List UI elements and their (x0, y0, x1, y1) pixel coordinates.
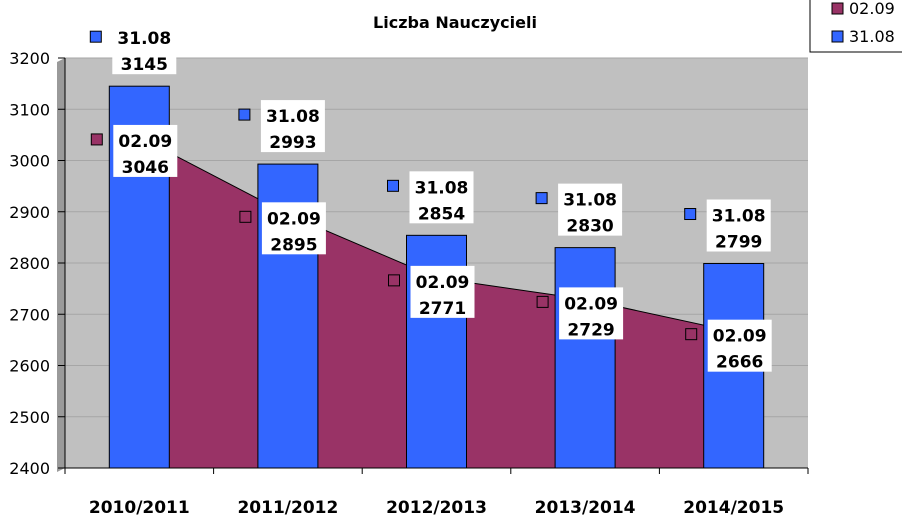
data-label-marker (684, 208, 697, 221)
x-tick-label: 2012/2013 (386, 498, 487, 516)
data-label-marker (238, 108, 251, 121)
legend-box (809, 0, 902, 53)
data-label-marker (536, 295, 549, 308)
data-label-marker (535, 192, 548, 205)
data-label-box (112, 22, 177, 75)
data-label-box (410, 265, 475, 318)
data-label-31-08: 31.08 2799 (684, 199, 771, 253)
data-label-value: 2895 (270, 235, 317, 255)
data-label-marker (387, 179, 399, 192)
data-label-box (409, 171, 474, 224)
chart-legend: 02.09 31.08 (809, 0, 902, 53)
data-label-series: 02.09 (267, 209, 321, 229)
y-tick-label: 2800 (9, 254, 50, 273)
data-label-series: 02.09 (564, 294, 618, 314)
data-label-value: 2799 (715, 233, 762, 253)
data-label-02-09: 02.09 2729 (536, 287, 624, 340)
data-label-series: 31.08 (266, 107, 320, 127)
data-label-series: 31.08 (415, 178, 469, 198)
data-label-02-09: 02.09 2895 (239, 202, 326, 255)
legend-swatch (831, 30, 844, 43)
x-tick-label: 2011/2012 (237, 498, 338, 516)
data-label-value: 2729 (567, 320, 614, 340)
data-label-marker (89, 30, 102, 43)
bar-31-08 (554, 247, 616, 469)
y-tick-label: 2600 (9, 357, 50, 376)
data-label-box (261, 202, 326, 255)
data-label-value: 3046 (122, 158, 169, 178)
data-label-series: 31.08 (117, 29, 171, 49)
data-label-marker (239, 210, 252, 223)
data-label-value: 3145 (121, 55, 168, 75)
y-tick-label: 3100 (9, 100, 50, 119)
legend-label: 31.08 (849, 27, 895, 46)
data-label-value: 2666 (716, 353, 763, 373)
data-label-series: 02.09 (713, 327, 767, 347)
x-tick-label: 2010/2011 (89, 498, 190, 516)
data-label-31-08: 31.08 2854 (387, 171, 474, 224)
data-label-31-08: 31.08 2830 (535, 183, 623, 237)
legend-label: 02.09 (849, 0, 895, 18)
data-label-box (558, 183, 623, 236)
data-label-marker (90, 133, 103, 146)
y-tick-label: 2400 (9, 459, 50, 478)
data-label-value: 2830 (566, 217, 613, 237)
y-tick-label: 2500 (9, 408, 50, 427)
data-label-02-09: 02.09 2666 (685, 319, 772, 373)
data-label-marker (685, 328, 698, 341)
data-label-box (113, 124, 178, 177)
x-tick-label: 2014/2015 (683, 498, 784, 516)
data-label-series: 31.08 (563, 191, 617, 211)
chart-title: Liczba Nauczycieli (373, 13, 537, 32)
y-tick-label: 3200 (9, 49, 50, 68)
x-tick-label: 2013/2014 (535, 498, 636, 516)
data-label-series: 31.08 (712, 207, 766, 227)
data-label-box (260, 100, 325, 153)
data-label-31-08: 31.08 3145 (89, 22, 177, 75)
y-tick-label: 2900 (9, 203, 50, 222)
data-label-box (559, 287, 624, 340)
legend-swatch (831, 2, 844, 15)
data-label-31-08: 31.08 2993 (238, 100, 325, 153)
data-label-value: 2771 (419, 299, 466, 319)
data-label-value: 2854 (418, 204, 465, 224)
y-tick-label: 2700 (9, 305, 50, 324)
data-label-box (707, 319, 772, 372)
data-label-series: 02.09 (416, 273, 470, 293)
plot-side-wall (57, 58, 65, 472)
data-label-marker (388, 274, 400, 287)
data-label-series: 02.09 (118, 132, 172, 152)
data-label-02-09: 02.09 3046 (90, 124, 178, 178)
y-tick-label: 3000 (9, 152, 50, 171)
data-label-02-09: 02.09 2771 (388, 265, 475, 319)
data-label-value: 2993 (269, 133, 316, 153)
data-label-box (706, 199, 771, 252)
